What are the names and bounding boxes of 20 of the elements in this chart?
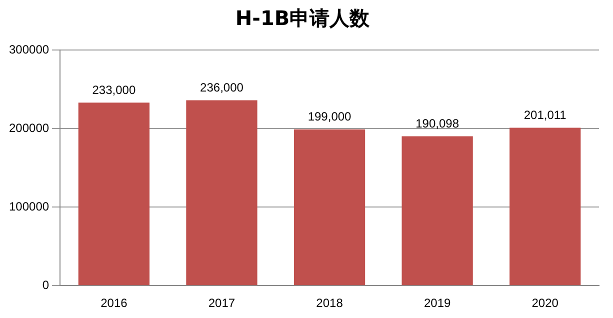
x-tick-label: 2017 <box>208 296 236 310</box>
y-tick-label: 200000 <box>8 120 50 135</box>
x-tick-label: 2019 <box>424 296 451 310</box>
y-tick-label: 0 <box>42 278 50 292</box>
data-label: 236,000 <box>200 80 244 95</box>
bar <box>78 102 150 286</box>
x-tick-label: 2020 <box>532 296 559 310</box>
bar <box>510 128 581 286</box>
bar <box>186 100 258 286</box>
y-tick-label: 100000 <box>8 199 50 214</box>
data-label: 190,098 <box>416 116 460 131</box>
x-tick-label: 2016 <box>100 296 128 310</box>
data-label: 233,000 <box>92 82 136 97</box>
y-tick-label: 300000 <box>8 42 50 56</box>
bar <box>294 129 366 286</box>
chart-title: H-1B申请人数 <box>235 6 371 30</box>
x-tick-label: 2018 <box>316 296 344 310</box>
data-label: 201,011 <box>524 108 567 122</box>
bar <box>402 136 473 286</box>
data-label: 199,000 <box>308 110 352 124</box>
